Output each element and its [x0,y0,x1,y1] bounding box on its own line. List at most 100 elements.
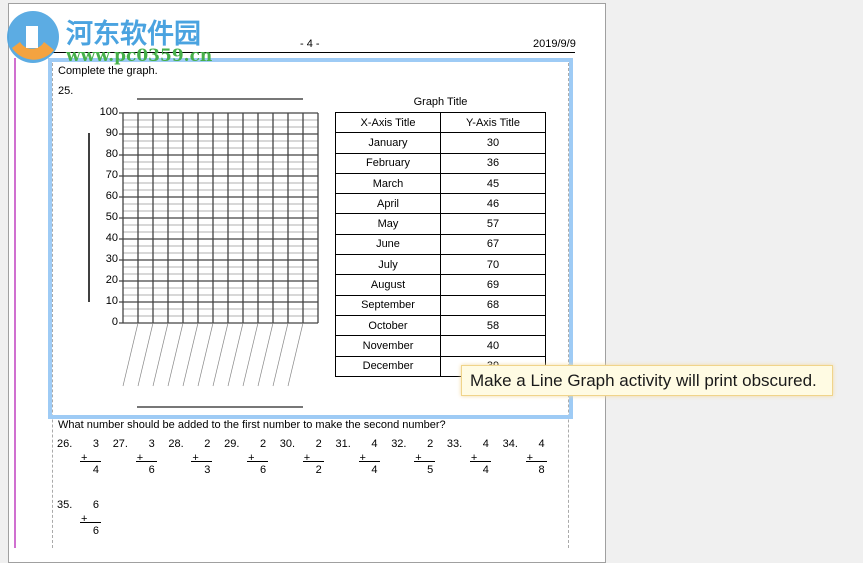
table-title: Graph Title [413,96,468,108]
watermark-logo: 河东软件园 www.pc0359.cn [4,8,212,69]
y-value-cell: 58 [440,314,546,337]
x-label-slant-line [182,322,199,387]
margin-marker [14,58,16,548]
answer-line [80,461,101,462]
x-value-cell: June [335,233,441,256]
y-value-cell: 30 [440,132,546,154]
x-value-cell: March [335,172,441,195]
plus-sign: + [136,452,144,464]
answer-line [302,461,324,462]
x-value-cell: November [335,335,441,357]
y-tick-label: 40 [105,232,118,244]
answer-line [358,461,380,462]
second-number: 5 [427,464,434,476]
first-number: 2 [427,438,434,450]
addition-instruction: What number should be added to the first… [58,419,446,431]
y-value-cell: 57 [440,213,546,235]
table-row: March 45 [335,172,546,195]
table-row: August 69 [335,274,546,296]
column-header: X-Axis Title [335,111,441,134]
plus-sign: + [248,452,255,464]
y-value-cell: 67 [440,233,546,256]
x-value-cell: February [335,152,441,174]
x-value-cell: April [335,193,441,215]
watermark-url: www.pc0359.cn [66,46,213,66]
plus-sign: + [359,452,366,464]
problem-number: 34. [502,438,518,450]
problem-number: 35. [57,499,73,511]
selected-activity[interactable] [48,58,573,419]
answer-line [247,461,269,462]
second-number: 2 [315,464,322,476]
x-label-slant-line [272,322,289,387]
y-value-cell: 45 [440,172,546,195]
data-table: X-Axis Title Y-Axis Title January 30 Februa… [335,111,546,377]
page-date: 2019/9/9 [533,38,576,50]
first-number: 4 [538,438,545,450]
table-row: January 30 [335,132,546,154]
x-label-slant-line [122,322,139,387]
header-rule [45,52,575,53]
x-label-slant-line [287,322,304,387]
answer-line [469,461,491,462]
second-number: 3 [204,464,211,476]
problem-number: 31. [335,438,351,450]
table-row: September 68 [335,294,546,316]
x-label-slant-line [212,322,229,387]
first-number: 3 [92,438,99,450]
margin-guide-right [568,58,569,548]
x-value-cell: October [335,314,441,337]
plus-sign: + [415,452,422,464]
answer-line [414,461,436,462]
y-value-cell: 46 [440,193,546,215]
second-number: 4 [92,464,99,476]
margin-guide-left [52,58,53,548]
problem-number: 27. [112,438,128,450]
second-number: 6 [148,464,155,476]
y-tick-label: 30 [105,253,118,265]
problem-number: 32. [391,438,407,450]
y-tick-label: 90 [105,127,118,139]
y-tick-label: 100 [99,106,118,118]
x-value-cell: August [335,274,441,296]
y-tick-label: 80 [105,148,118,160]
y-value-cell: 36 [440,152,546,174]
line-graph-grid [88,98,319,408]
first-number: 4 [371,438,378,450]
table-row: October 58 [335,314,546,337]
x-value-cell: July [335,254,441,276]
y-value-cell: 68 [440,294,546,316]
y-tick-label: 10 [105,295,118,307]
x-value-cell: December [335,355,441,377]
y-tick-label: 50 [105,211,118,223]
column-header: Y-Axis Title [440,111,546,134]
problem-number: 26. [57,438,73,450]
answer-line [135,461,157,462]
table-row: May 57 [335,213,546,235]
first-number: 2 [259,438,267,450]
watermark-title: 河东软件园 [66,19,201,50]
activity-number: 25. [58,85,74,97]
first-number: 2 [204,438,211,450]
second-number: 6 [92,525,99,537]
plus-sign: + [192,452,199,464]
y-value-cell: 69 [440,274,546,296]
second-number: 6 [259,464,267,476]
plus-sign: + [470,452,478,464]
y-tick-label: 70 [105,169,118,181]
y-tick-label: 20 [105,274,118,286]
y-tick-label: 0 [111,316,118,328]
y-tick-label: 60 [105,190,118,202]
second-number: 4 [482,464,489,476]
first-number: 4 [482,438,489,450]
first-number: 2 [315,438,322,450]
table-row: April 46 [335,193,546,215]
activity-instruction: Complete the graph. [58,65,158,77]
answer-line [525,461,547,462]
answer-line [80,522,101,523]
problem-number: 28. [168,438,184,450]
x-label-slant-line [227,322,244,387]
problem-number: 30. [279,438,296,450]
x-label-slant-line [242,322,259,387]
warning-tooltip: Make a Line Graph activity will print ob… [461,365,833,396]
